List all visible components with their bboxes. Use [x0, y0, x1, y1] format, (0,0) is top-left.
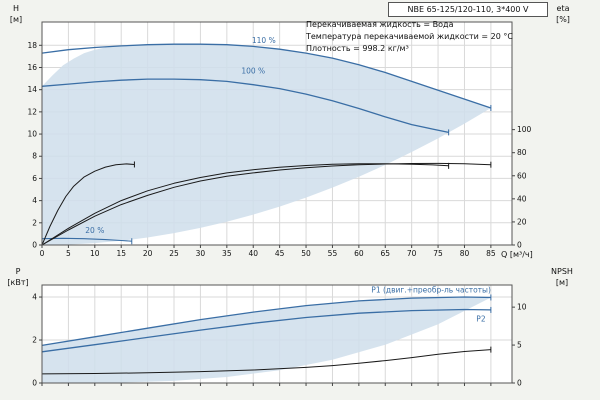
x-tick-label: 0: [40, 249, 45, 258]
qh-panel-envelope: [42, 44, 491, 246]
x-tick-label: 55: [328, 249, 338, 258]
y-right-tick-label: 0: [517, 379, 522, 388]
x-tick-label: 65: [380, 249, 390, 258]
fluid-info-line: Температура перекачиваемой жидкости = 20…: [306, 32, 513, 41]
x-tick-label: 70: [407, 249, 417, 258]
eta-axis-caption: eta [%]: [546, 3, 580, 25]
p1-curve-label: P1 (двиг.+преобр-ль частоты): [371, 286, 491, 295]
eta-110: [41, 162, 491, 246]
x-tick-label: 50: [301, 249, 311, 258]
qh-panel-border: [41, 21, 513, 246]
x-tick-label: 80: [460, 249, 470, 258]
y-left-tick-label: 0: [32, 379, 37, 388]
curve-20-label: 20 %: [85, 226, 104, 235]
y-right-tick-label: 5: [517, 341, 522, 350]
y-left-tick-label: 8: [32, 152, 37, 161]
h-axis-label: H: [12, 4, 19, 13]
power-panel-envelope: [42, 297, 491, 383]
h-axis-unit: [м]: [9, 15, 23, 24]
y-right-tick-label: 10: [517, 303, 527, 312]
p-axis-label: P: [15, 267, 21, 276]
q-axis-label: Q [м³/ч]: [501, 250, 533, 259]
y-right-tick-label: 80: [517, 148, 527, 157]
y-right-tick-label: 20: [517, 217, 527, 226]
y-left-tick-label: 2: [32, 336, 37, 345]
y-right-tick-label: 60: [517, 171, 527, 180]
x-tick-label: 85: [486, 249, 496, 258]
eta-20: [41, 163, 135, 246]
p1-curve: [41, 296, 491, 347]
y-left-tick-label: 12: [27, 107, 37, 116]
y-left-tick-label: 4: [32, 196, 37, 205]
curve-100-label: 100 %: [241, 66, 265, 75]
curve-20: [41, 237, 132, 242]
x-tick-label: 60: [354, 249, 364, 258]
h-axis-caption: H [м]: [2, 3, 30, 25]
x-tick-label: 35: [222, 249, 232, 258]
y-left-tick-label: 16: [27, 63, 37, 72]
fluid-info-line: Плотность = 998.2 кг/м³: [306, 44, 409, 53]
y-left-tick-label: 18: [27, 41, 37, 50]
eta-100: [41, 163, 449, 246]
eta-axis-label: eta: [556, 4, 570, 13]
x-tick-label: 25: [169, 249, 179, 258]
curve-110: [41, 43, 492, 109]
y-right-tick-label: 40: [517, 194, 527, 203]
x-tick-label: 10: [90, 249, 100, 258]
y-left-tick-label: 14: [27, 85, 37, 94]
p2-curve-label: P2: [476, 314, 486, 323]
curve-110-label: 110 %: [252, 36, 276, 45]
p-axis-caption: P [кВт]: [2, 266, 34, 288]
y-left-tick-label: 4: [32, 293, 37, 302]
npsh-axis-label: NPSH: [551, 267, 573, 276]
power-panel-border: [41, 284, 513, 384]
x-tick-label: 40: [248, 249, 258, 258]
eta-axis-unit: [%]: [556, 15, 570, 24]
curve-100: [41, 78, 449, 134]
p-axis-unit: [кВт]: [7, 278, 29, 287]
y-left-tick-label: 10: [27, 130, 37, 139]
npsh-axis-unit: [м]: [555, 278, 569, 287]
npsh-curve: [41, 349, 491, 375]
pump-model-box: NBE 65-125/120-110, 3*400 V: [388, 2, 548, 17]
x-tick-label: 75: [433, 249, 443, 258]
x-tick-label: 5: [66, 249, 71, 258]
x-tick-label: 15: [116, 249, 126, 258]
x-tick-label: 45: [275, 249, 285, 258]
x-tick-label: 30: [196, 249, 206, 258]
y-left-tick-label: 0: [32, 241, 37, 250]
npsh-axis-caption: NPSH [м]: [540, 266, 584, 288]
y-left-tick-label: 6: [32, 174, 37, 183]
p2-curve: [41, 308, 491, 353]
fluid-info: Перекачиваемая жидкость = Вода Температу…: [306, 19, 513, 55]
y-left-tick-label: 2: [32, 218, 37, 227]
y-right-tick-label: 100: [517, 125, 532, 134]
x-tick-label: 20: [143, 249, 153, 258]
y-right-tick-label: 0: [517, 241, 522, 250]
fluid-info-line: Перекачиваемая жидкость = Вода: [306, 20, 454, 29]
